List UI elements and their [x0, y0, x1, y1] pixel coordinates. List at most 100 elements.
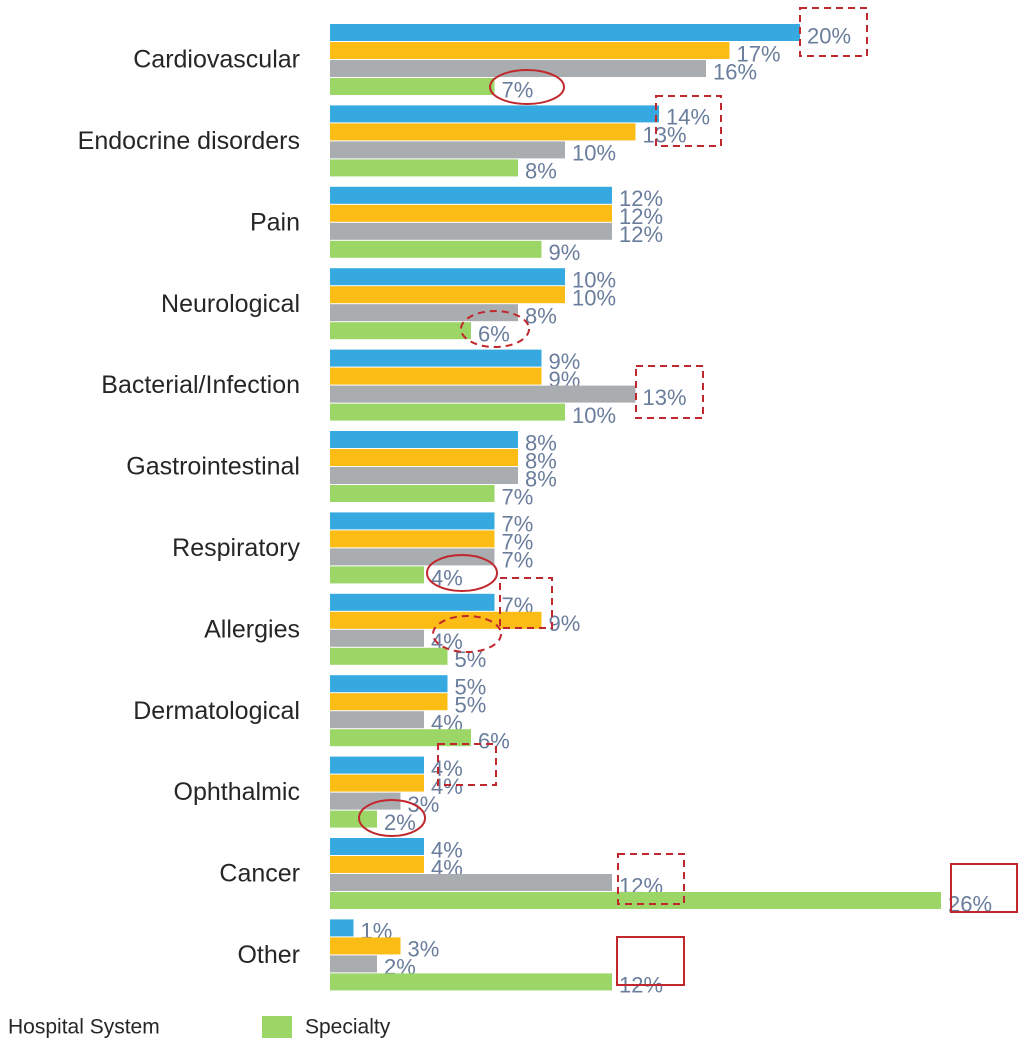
- bar: [330, 729, 471, 747]
- value-label: 4%: [431, 566, 463, 591]
- category-label: Gastrointestinal: [126, 453, 300, 481]
- bar: [330, 629, 424, 647]
- bar: [330, 955, 377, 973]
- highlight-box: [616, 936, 685, 986]
- bar: [330, 304, 518, 322]
- value-label: 8%: [525, 304, 557, 329]
- bar: [330, 385, 636, 403]
- highlight-circle: [489, 69, 565, 105]
- category-label: Cardiovascular: [133, 46, 300, 74]
- highlight-box: [499, 577, 553, 629]
- value-label: 10%: [572, 268, 616, 293]
- bar: [330, 756, 424, 774]
- value-label: 9%: [549, 240, 581, 265]
- value-label: 5%: [455, 675, 487, 700]
- value-label: 4%: [431, 837, 463, 862]
- bar: [330, 675, 448, 693]
- value-label: 7%: [502, 484, 534, 509]
- value-label: 7%: [502, 530, 534, 555]
- bar: [330, 711, 424, 729]
- value-label: 17%: [737, 41, 781, 66]
- value-label: 4%: [431, 756, 463, 781]
- bar: [330, 566, 424, 584]
- bar: [330, 611, 542, 629]
- value-label: 12%: [619, 204, 663, 229]
- value-label: 7%: [502, 77, 534, 102]
- value-label: 2%: [384, 810, 416, 835]
- bar: [330, 123, 636, 141]
- value-label: 3%: [408, 937, 440, 962]
- highlight-box: [617, 853, 685, 905]
- bar: [330, 322, 471, 340]
- legend-swatch: [262, 1016, 292, 1038]
- value-label: 6%: [478, 729, 510, 754]
- category-label: Cancer: [219, 860, 300, 888]
- category-label: Ophthalmic: [174, 778, 300, 806]
- bar: [330, 792, 401, 810]
- value-label: 10%: [572, 286, 616, 311]
- value-label: 10%: [572, 141, 616, 166]
- category-label: Neurological: [161, 290, 300, 318]
- bar: [330, 286, 565, 304]
- bar: [330, 268, 565, 286]
- bar: [330, 431, 518, 448]
- value-label: 7%: [502, 548, 534, 573]
- bar: [330, 105, 659, 123]
- bar: [330, 693, 448, 711]
- value-label: 12%: [619, 222, 663, 247]
- bar: [330, 141, 565, 159]
- bar: [330, 647, 448, 665]
- bar: [330, 810, 377, 828]
- category-label: Allergies: [204, 615, 300, 643]
- value-label: 8%: [525, 466, 557, 491]
- legend-label: Specialty: [305, 1016, 391, 1039]
- value-label: 6%: [478, 322, 510, 347]
- category-label: Respiratory: [172, 534, 300, 562]
- category-label: Other: [237, 941, 300, 969]
- category-label: Dermatological: [133, 697, 300, 725]
- value-label: 4%: [431, 774, 463, 799]
- value-label: 9%: [549, 349, 581, 374]
- category-label: Pain: [250, 208, 300, 236]
- bar: [330, 467, 518, 484]
- value-label: 13%: [643, 123, 687, 148]
- value-label: 20%: [807, 23, 851, 48]
- highlight-box: [799, 7, 868, 57]
- bar: [330, 838, 424, 855]
- bar: [330, 937, 401, 955]
- highlight-circle: [460, 310, 530, 348]
- value-label: 10%: [572, 403, 616, 428]
- bar: [330, 973, 612, 991]
- highlight-box: [950, 863, 1018, 913]
- bar: [330, 892, 941, 909]
- bar: [330, 874, 612, 891]
- value-label: 7%: [502, 512, 534, 537]
- bar: [330, 186, 612, 204]
- bar: [330, 512, 495, 530]
- value-label: 12%: [619, 186, 663, 211]
- bar: [330, 449, 518, 466]
- bar: [330, 774, 424, 792]
- bar: [330, 240, 542, 258]
- bar: [330, 222, 612, 240]
- bar: [330, 919, 354, 937]
- bar: [330, 367, 542, 385]
- value-label: 5%: [455, 693, 487, 718]
- category-label: Endocrine disorders: [78, 127, 300, 155]
- highlight-circle: [358, 799, 426, 837]
- bar: [330, 593, 495, 611]
- value-label: 16%: [713, 59, 757, 84]
- highlights: [358, 7, 1018, 986]
- highlight-circle: [426, 554, 498, 592]
- bar: [330, 349, 542, 367]
- bar: [330, 485, 495, 502]
- value-label: 8%: [525, 430, 557, 455]
- value-label: 8%: [525, 159, 557, 184]
- highlight-circle: [432, 615, 502, 653]
- bar: [330, 204, 612, 222]
- bar: [330, 60, 706, 77]
- bar: [330, 42, 730, 59]
- legend-label: Hospital System: [8, 1016, 160, 1039]
- value-label: 8%: [525, 448, 557, 473]
